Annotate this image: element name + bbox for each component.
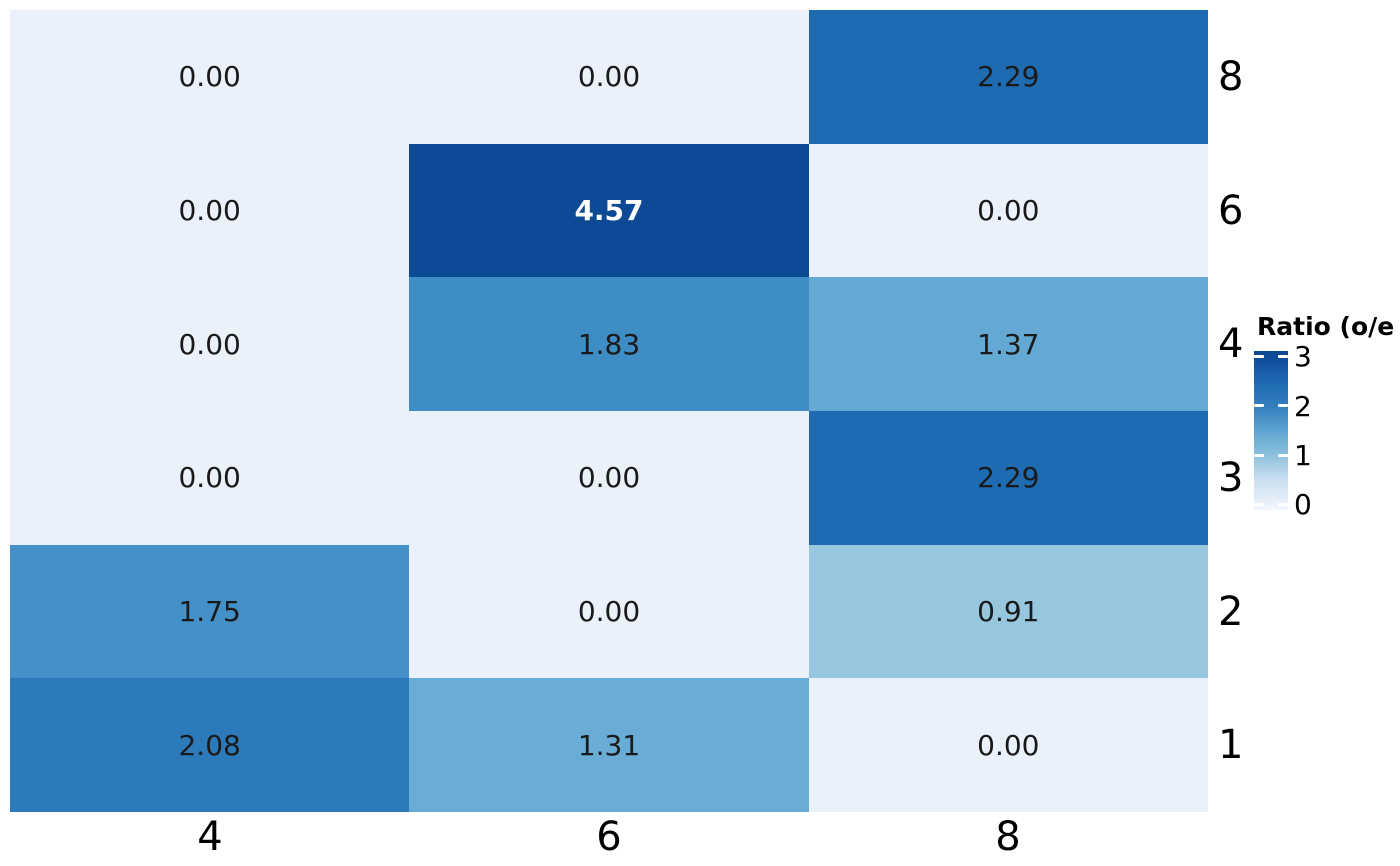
colorbar-tick-mark [1254, 404, 1264, 407]
colorbar-tick-mark [1254, 355, 1264, 358]
heatmap-cell: 0.00 [808, 143, 1208, 278]
heatmap-cell: 0.00 [10, 277, 410, 411]
heatmap-cell: 4.57 [409, 143, 809, 278]
y-axis-tick-label: 8 [1218, 54, 1244, 100]
heatmap-cell: 1.75 [10, 544, 410, 679]
heatmap-cell: 1.37 [808, 277, 1208, 411]
colorbar-tick-mark [1278, 404, 1288, 407]
heatmap-cell: 1.31 [409, 678, 809, 812]
x-axis-tick-label: 8 [995, 814, 1021, 860]
colorbar-tick-label: 1 [1294, 439, 1312, 472]
colorbar-gradient [1254, 351, 1288, 510]
colorbar-tick-mark [1278, 355, 1288, 358]
y-axis-tick-label: 1 [1218, 722, 1244, 768]
heatmap-cell: 2.29 [808, 411, 1208, 545]
y-axis-tick-label: 2 [1218, 589, 1244, 635]
heatmap-cell: 0.00 [808, 678, 1208, 812]
colorbar-tick-mark [1254, 454, 1264, 457]
heatmap-cell: 0.91 [808, 544, 1208, 679]
y-axis-tick-label: 3 [1218, 455, 1244, 501]
heatmap-cell: 2.08 [10, 678, 410, 812]
heatmap-cell: 0.00 [409, 10, 809, 144]
heatmap-grid: 0.00 0.00 2.29 0.00 4.57 0.00 0.00 1.83 1.37 0.00… [10, 10, 1208, 812]
colorbar-tick-label: 3 [1294, 340, 1312, 373]
heatmap-cell: 0.00 [409, 544, 809, 679]
heatmap-cell: 0.00 [409, 411, 809, 545]
heatmap-cell: 0.00 [10, 10, 410, 144]
x-axis-tick-label: 6 [596, 814, 622, 860]
heatmap-cell: 0.00 [10, 143, 410, 278]
colorbar-tick-mark [1278, 503, 1288, 506]
legend-title: Ratio (o/e [1257, 312, 1395, 341]
colorbar-tick-mark [1254, 503, 1264, 506]
heatmap-cell: 0.00 [10, 411, 410, 545]
colorbar-tick-label: 0 [1294, 488, 1312, 521]
x-axis-tick-label: 4 [197, 814, 223, 860]
colorbar-tick-mark [1278, 454, 1288, 457]
heatmap-cell: 2.29 [808, 10, 1208, 144]
heatmap-cell: 1.83 [409, 277, 809, 411]
y-axis-tick-label: 4 [1218, 321, 1244, 367]
colorbar-tick-label: 2 [1294, 390, 1312, 423]
y-axis-tick-label: 6 [1218, 188, 1244, 234]
